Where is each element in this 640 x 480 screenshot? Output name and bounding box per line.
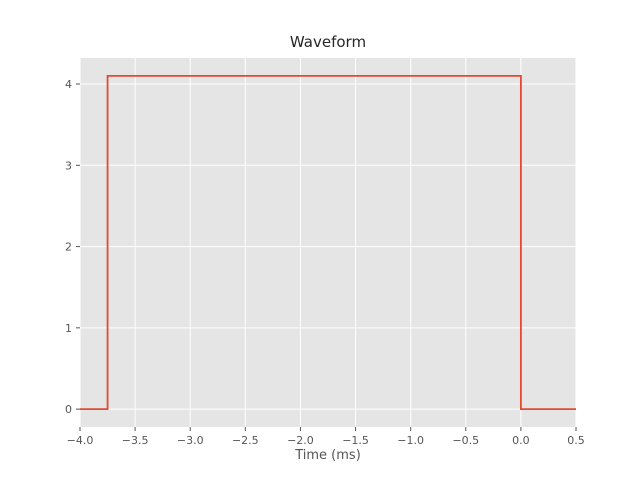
x-tick-label: 0.0 <box>512 434 530 447</box>
x-tick-label: −1.0 <box>397 434 424 447</box>
x-tick-label: −2.0 <box>287 434 314 447</box>
x-tick-label: −3.5 <box>122 434 149 447</box>
y-tick-label: 3 <box>65 159 72 172</box>
x-tick-label: −0.5 <box>452 434 479 447</box>
plot-area <box>80 58 576 427</box>
y-tick-label: 4 <box>65 78 72 91</box>
y-tick-label: 0 <box>65 403 72 416</box>
gridlines <box>79 58 577 427</box>
waveform-line <box>80 74 576 411</box>
x-tick-label: 0.5 <box>567 434 585 447</box>
y-tick-label: 2 <box>65 241 72 254</box>
x-tick-label: −2.5 <box>232 434 259 447</box>
x-axis-label: Time (ms) <box>295 448 361 463</box>
y-tick-label: 1 <box>65 322 72 335</box>
axis-ticks: −4.0 −3.5 −3.0 −2.5 −2.0 −1.5 −1.0 −0.5 0.0 0.5 0 1… <box>65 78 585 447</box>
chart-title: Waveform <box>289 33 367 51</box>
x-tick-label: −1.5 <box>342 434 369 447</box>
x-tick-label: −3.0 <box>177 434 204 447</box>
x-tick-label: −4.0 <box>67 434 94 447</box>
